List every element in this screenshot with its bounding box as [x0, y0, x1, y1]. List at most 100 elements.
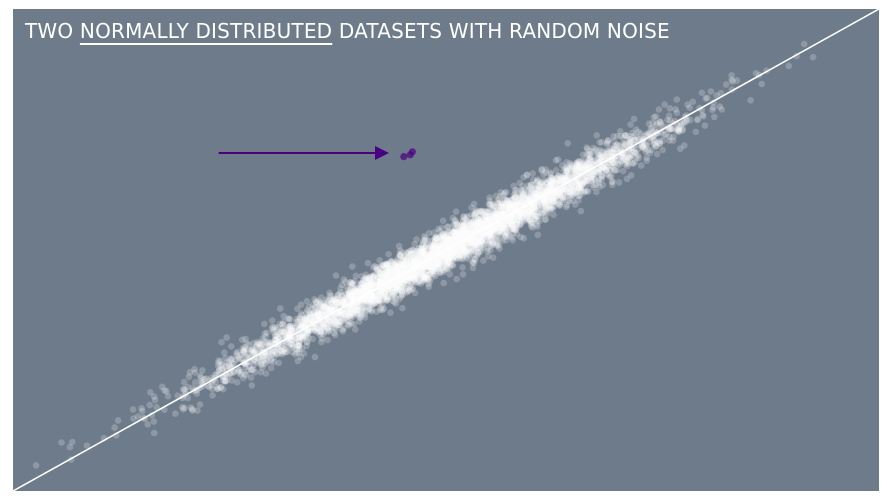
data-point	[279, 349, 286, 356]
data-point	[69, 438, 76, 446]
data-point	[430, 246, 438, 253]
data-point	[573, 164, 581, 171]
data-point	[588, 175, 596, 183]
data-point	[285, 325, 293, 332]
data-point	[554, 180, 561, 188]
data-point	[320, 305, 327, 312]
data-point	[310, 314, 318, 321]
data-point	[394, 282, 401, 290]
data-point	[427, 247, 435, 255]
data-point	[364, 259, 372, 267]
data-point	[218, 338, 225, 346]
data-point	[411, 268, 419, 276]
data-point	[407, 261, 415, 268]
data-point	[622, 156, 629, 163]
data-point	[699, 111, 706, 119]
data-point	[438, 253, 446, 261]
data-point	[478, 233, 486, 241]
data-point	[250, 366, 257, 373]
data-point	[476, 244, 484, 251]
data-point	[553, 193, 561, 201]
data-point	[321, 328, 328, 336]
data-point	[474, 238, 481, 245]
data-point	[197, 372, 204, 379]
data-point	[437, 245, 445, 253]
data-point	[653, 119, 660, 127]
data-point	[593, 168, 601, 176]
data-point	[405, 261, 412, 268]
data-point	[512, 194, 519, 201]
data-point	[366, 299, 374, 306]
data-point	[489, 214, 497, 221]
data-point	[590, 157, 597, 164]
data-point	[448, 254, 455, 261]
data-point	[459, 251, 466, 258]
data-point	[571, 170, 579, 177]
data-point	[495, 213, 503, 220]
data-point	[576, 167, 584, 174]
data-point	[450, 229, 458, 236]
data-point	[516, 200, 523, 207]
data-point	[543, 199, 550, 207]
data-point	[509, 200, 516, 208]
data-point	[429, 261, 437, 268]
data-point	[448, 230, 456, 238]
data-point	[250, 349, 257, 357]
data-point	[427, 251, 435, 258]
data-point	[379, 306, 386, 314]
data-point	[487, 246, 494, 254]
data-point	[511, 203, 518, 210]
data-point	[499, 237, 506, 244]
data-point	[453, 246, 461, 253]
data-point	[413, 236, 420, 243]
data-point	[435, 265, 442, 273]
data-point	[223, 377, 230, 385]
data-point	[616, 161, 624, 168]
data-point	[341, 311, 349, 318]
data-point	[441, 251, 448, 259]
data-point	[479, 233, 486, 240]
data-point	[325, 316, 332, 324]
data-point	[114, 417, 122, 424]
data-point	[230, 360, 238, 368]
data-point	[435, 259, 443, 266]
data-point	[424, 261, 432, 269]
data-point	[325, 318, 333, 325]
data-point	[534, 223, 541, 230]
data-point	[453, 275, 461, 283]
data-point	[367, 296, 375, 303]
data-point	[562, 203, 570, 211]
data-point	[559, 185, 566, 193]
data-point	[698, 89, 706, 97]
data-point	[492, 203, 500, 211]
data-point	[368, 306, 375, 314]
data-point	[460, 213, 467, 220]
data-point	[575, 157, 582, 165]
data-point	[689, 98, 697, 105]
data-point	[450, 256, 457, 263]
data-point	[513, 221, 520, 228]
data-point	[527, 181, 535, 189]
data-point	[407, 247, 415, 254]
data-point	[333, 320, 341, 327]
data-point	[664, 116, 671, 124]
data-point	[395, 260, 403, 268]
data-point	[357, 280, 365, 288]
data-point	[324, 336, 331, 344]
data-point	[434, 257, 441, 264]
data-point	[460, 221, 468, 229]
data-point	[463, 247, 471, 254]
data-point	[541, 209, 549, 216]
data-point	[507, 202, 514, 210]
data-point	[431, 235, 439, 242]
data-point	[452, 246, 459, 253]
data-point	[310, 325, 318, 332]
data-point	[275, 335, 283, 343]
data-point	[425, 274, 433, 281]
data-point	[523, 171, 531, 178]
data-point	[415, 253, 422, 261]
data-point	[370, 264, 377, 271]
data-point	[348, 280, 356, 288]
data-point	[295, 342, 303, 349]
data-point	[283, 348, 291, 356]
